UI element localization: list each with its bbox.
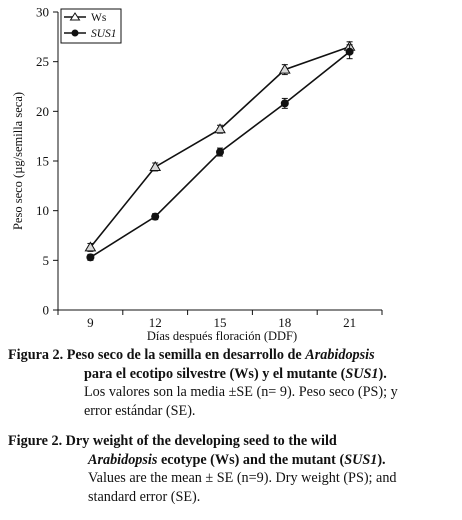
x-tick-label: 9 <box>87 315 94 330</box>
caption-en-lead: Figure 2. <box>8 433 63 449</box>
caption-spanish: Figura 2. Peso seco de la semilla en des… <box>8 346 458 420</box>
x-ticks: 9 12 15 18 21 <box>57 310 383 330</box>
legend-ws-label: Ws <box>91 12 107 24</box>
data-point-triangle <box>278 63 291 74</box>
caption-en-line2-b: ). <box>377 451 386 468</box>
y-tick-label: 10 <box>36 203 49 218</box>
y-tick-label: 5 <box>43 253 50 268</box>
caption-en-line1: Dry weight of the developing seed to the… <box>65 433 337 449</box>
legend-ws-triangle-marker <box>69 12 81 21</box>
x-tick-label: 15 <box>214 315 227 330</box>
x-tick-label: 21 <box>343 315 356 330</box>
caption-en-line2-italic2: SUS1 <box>344 451 378 468</box>
caption-en-line2-italic: Arabidopsis <box>88 451 158 468</box>
series-ws <box>84 40 356 252</box>
series-line <box>89 46 350 248</box>
y-tick-label: 0 <box>43 303 50 318</box>
data-point-circle <box>86 253 95 262</box>
y-tick-label: 15 <box>36 154 49 169</box>
series-sus1 <box>86 44 354 262</box>
caption-es-line2-a: para el ecotipo silvestre (Ws) y el muta… <box>84 365 346 382</box>
x-tick-label: 18 <box>278 315 291 330</box>
caption-es-line3: Los valores son la media ±SE (n= 9). Pes… <box>84 384 398 400</box>
legend-sus1-circle-marker <box>71 29 79 37</box>
legend-box <box>60 8 122 44</box>
legend: Ws SUS1 <box>60 8 122 44</box>
y-tick-label: 25 <box>36 54 49 69</box>
series-layer <box>84 40 356 262</box>
y-tick-label: 30 <box>36 5 49 20</box>
caption-es-line1-italic: Arabidopsis <box>305 347 375 363</box>
caption-es-line1: Peso seco de la semilla en desarrollo de <box>66 347 302 363</box>
caption-es-line2-italic: SUS1 <box>345 365 379 382</box>
caption-en-line3: Values are the mean ± SE (n=9). Dry weig… <box>88 470 397 486</box>
chart: 0 5 10 15 20 25 30 9 12 15 18 21 Peso seco (µg/sem… <box>11 5 383 343</box>
y-axis-title: Peso seco (µg/semilla seca) <box>11 92 25 230</box>
plot-area: 0 5 10 15 20 25 30 9 12 15 18 21 <box>36 5 383 330</box>
data-point-triangle <box>149 160 162 171</box>
data-point-circle <box>216 148 224 157</box>
data-point-circle <box>345 47 354 56</box>
y-tick-label: 20 <box>36 104 49 119</box>
data-point-triangle <box>84 241 97 252</box>
caption-en-line4: standard error (SE). <box>88 488 201 505</box>
data-point-circle <box>280 99 289 108</box>
legend-sus1-label: SUS1 <box>91 28 117 40</box>
data-point-triangle <box>214 123 226 134</box>
x-tick-label: 12 <box>149 315 162 330</box>
data-point-circle <box>151 212 160 221</box>
caption-english: Figure 2. Dry weight of the developing s… <box>8 432 458 506</box>
x-axis-title: Días después floración (DDF) <box>147 329 297 343</box>
caption-en-line2-a: ecotype (Ws) and the mutant ( <box>160 451 345 468</box>
caption-es-line2-b: ). <box>378 365 387 382</box>
caption-es-lead: Figura 2. <box>8 347 64 363</box>
y-ticks: 0 5 10 15 20 25 30 <box>36 5 58 318</box>
caption-es-line4: error estándar (SE). <box>84 402 196 419</box>
